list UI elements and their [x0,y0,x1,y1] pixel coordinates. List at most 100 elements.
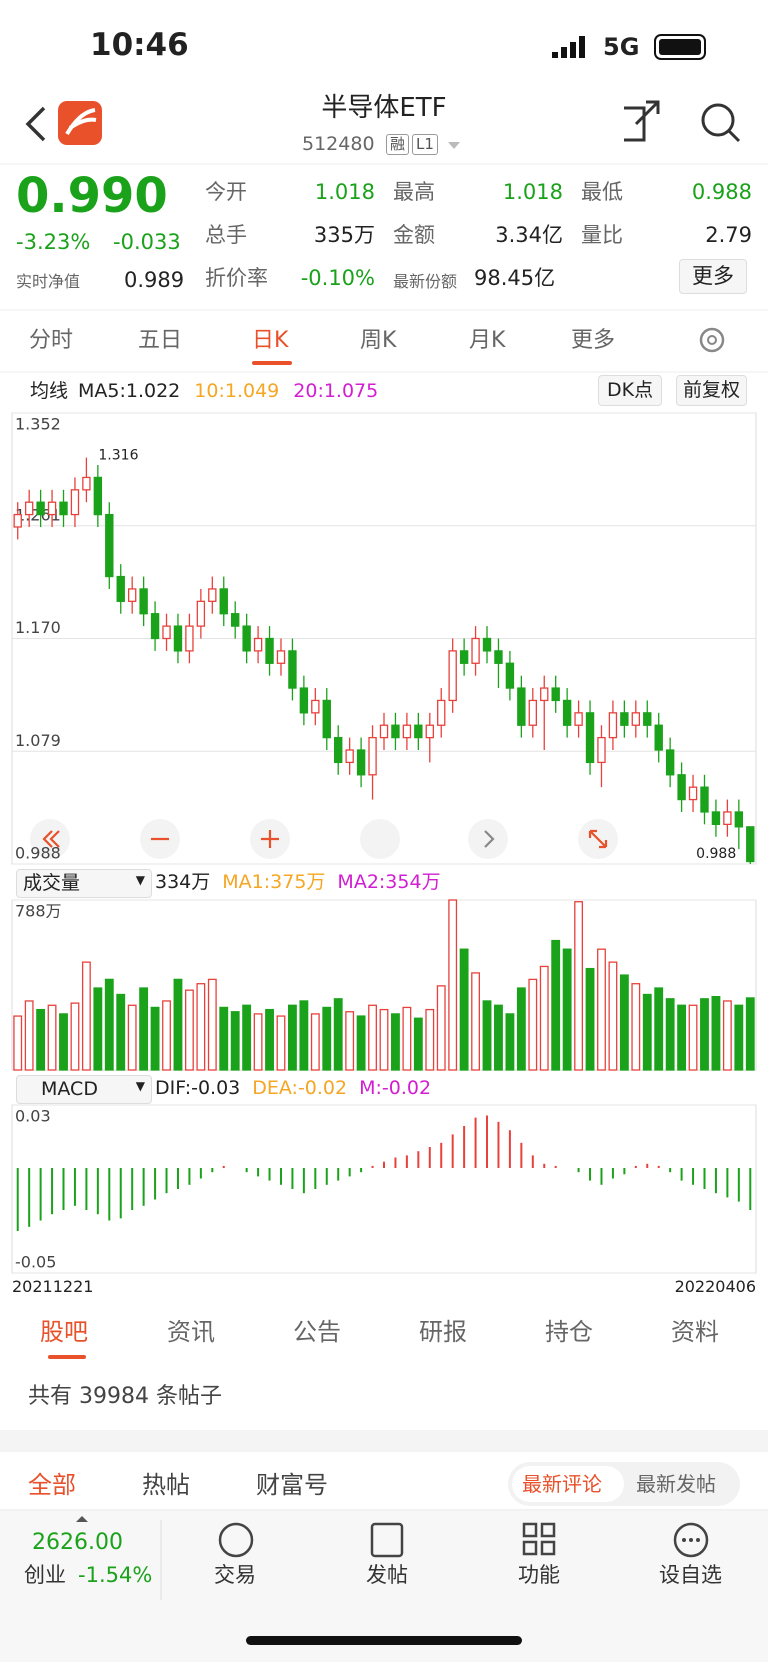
volume-bar [665,998,675,1071]
separator [0,1430,768,1452]
toolbar-item[interactable]: 发帖 [366,1563,408,1587]
candle-body [82,476,91,491]
candle-body [505,662,515,689]
candle-body [288,650,297,689]
dk-button[interactable]: DK点 [598,375,663,406]
info-tab[interactable]: 公告 [293,1318,341,1346]
info-tab[interactable]: 研报 [419,1318,467,1346]
volume-bar [59,1013,68,1071]
sort-option[interactable]: 最新发帖 [636,1472,716,1496]
settings-button[interactable] [699,327,725,353]
chart-controls[interactable] [30,819,618,859]
selector-label: 成交量 [23,872,81,894]
legend-item: 10:1.049 [194,380,280,402]
volume-bar [700,998,709,1071]
y-tick-label: -0.05 [15,1253,56,1272]
volume-bar [585,967,595,1071]
search-button[interactable] [701,103,735,137]
field-value: 335万 [313,223,375,247]
share-button[interactable] [624,100,660,142]
volume-bar [333,998,343,1071]
toolbar-item[interactable]: 设自选 [659,1563,722,1587]
volume-bar [150,1006,160,1071]
dropdown-arrow [448,142,460,149]
home-indicator [246,1636,522,1645]
info-tab[interactable]: 资讯 [167,1318,215,1346]
volume-bar [528,978,538,1071]
back-button[interactable] [25,106,46,142]
clock: 10:46 [90,27,189,63]
tag: L1 [412,134,438,155]
volume-bar [276,1015,286,1071]
field-value: 1.018 [502,180,563,204]
volume-bar [688,1004,698,1071]
candle-body [36,501,45,516]
volume-bar [230,1011,240,1071]
period-tab[interactable]: 更多 [571,328,616,353]
watchlist-dots [682,1538,700,1542]
volume-bar [24,1000,34,1071]
field-label: 总手 [205,223,247,247]
y-tick-label: 1.170 [15,618,61,637]
volume-bar [253,1013,263,1071]
period-tab[interactable]: 日K [252,328,289,353]
period-tab[interactable]: 分时 [29,328,74,353]
post-tab[interactable]: 财富号 [256,1471,328,1499]
legend-item: 20:1.075 [293,380,379,402]
period-tab[interactable]: 月K [469,328,506,353]
toolbar-item[interactable]: 交易 [214,1563,256,1587]
toolbar-item[interactable]: 功能 [518,1563,560,1587]
legend-item: DEA:-0.02 [252,1077,348,1099]
legend-item: 334万 [155,871,211,893]
field-value: -0.10% [300,266,375,290]
field-value: 98.45亿 [474,266,556,290]
period-tab[interactable]: 周K [360,328,397,353]
field-label: 量比 [581,223,623,247]
candle-body [597,736,606,764]
price-annotation: 1.316 [98,448,138,464]
candle-body [368,736,377,776]
post-tab[interactable]: 热帖 [142,1471,190,1499]
y-tick-label: 1.079 [15,731,61,750]
candle-body [471,637,480,664]
change-pct: -3.23% [16,230,91,254]
more-button[interactable]: 更多 [679,259,747,294]
volume-selector[interactable]: 成交量 ▼ [16,869,152,898]
volume-bar [734,1004,744,1071]
candle-body [620,712,629,726]
logo-mark [65,108,97,136]
volume-bar [196,983,206,1071]
volume-bar [551,939,561,1071]
info-tab[interactable]: 资料 [671,1318,719,1346]
candle-body [276,650,286,664]
adjust-button[interactable]: 前复权 [676,375,748,406]
sort-option[interactable]: 最新评论 [522,1472,602,1496]
candle-body [391,724,400,739]
volume-bar [436,985,446,1071]
active-tab-indicator [48,1355,86,1359]
volume-bar [368,1004,377,1071]
info-tab[interactable]: 持仓 [545,1318,593,1346]
post-tab[interactable]: 全部 [28,1471,76,1499]
candle-body [265,637,274,664]
candle-body [448,650,457,702]
period-tab[interactable]: 五日 [138,328,183,353]
candle-body [356,749,366,776]
candle-body [700,786,709,813]
info-tab[interactable]: 股吧 [40,1318,88,1346]
field-label: 最新份额 [393,272,458,291]
volume-bar [184,989,194,1071]
candle-body [654,724,663,751]
index-value: 2626.00 [32,1530,123,1555]
candle-body [665,749,675,776]
function-icon [522,1522,556,1556]
candle-body [322,699,331,739]
change: -0.033 [113,230,181,254]
volume-bar [505,1013,515,1071]
volume-bar [413,1017,423,1071]
candle-body [173,625,183,652]
selector-label: MACD [41,1078,98,1100]
candle-body [116,575,125,602]
macd-selector[interactable]: MACD ▼ [16,1075,152,1104]
